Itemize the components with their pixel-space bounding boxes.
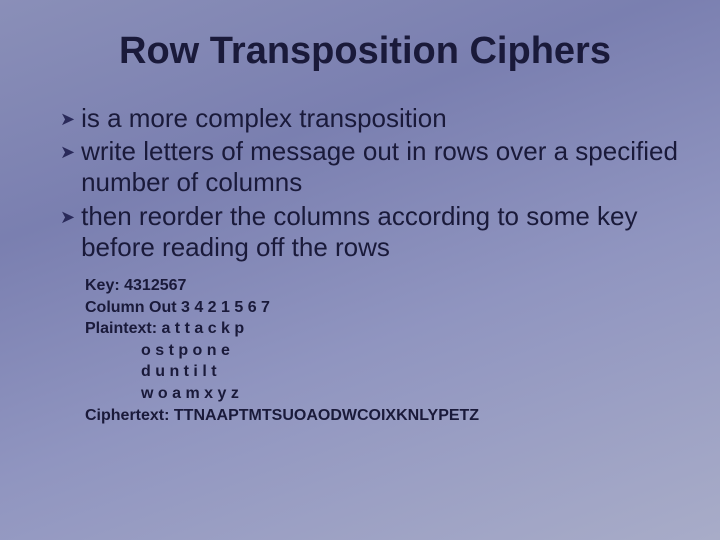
bullet-text: write letters of message out in rows ove… bbox=[81, 136, 680, 198]
slide-container: Row Transposition Ciphers ➤ is a more co… bbox=[0, 0, 720, 446]
bullet-item: ➤ is a more complex transposition bbox=[60, 103, 680, 134]
bullet-marker-icon: ➤ bbox=[60, 207, 75, 228]
cipher-example: Key: 4312567 Column Out 3 4 2 1 5 6 7 Pl… bbox=[85, 275, 680, 426]
bullet-marker-icon: ➤ bbox=[60, 142, 75, 163]
slide-title: Row Transposition Ciphers bbox=[50, 30, 680, 73]
example-key: Key: 4312567 bbox=[85, 275, 680, 297]
example-plaintext-row: w o a m x y z bbox=[85, 383, 680, 405]
bullet-text: then reorder the columns according to so… bbox=[81, 201, 680, 263]
bullet-list: ➤ is a more complex transposition ➤ writ… bbox=[60, 103, 680, 263]
bullet-marker-icon: ➤ bbox=[60, 109, 75, 130]
bullet-item: ➤ write letters of message out in rows o… bbox=[60, 136, 680, 198]
example-column-out: Column Out 3 4 2 1 5 6 7 bbox=[85, 297, 680, 319]
bullet-text: is a more complex transposition bbox=[81, 103, 447, 134]
example-plaintext-row: o s t p o n e bbox=[85, 340, 680, 362]
bullet-item: ➤ then reorder the columns according to … bbox=[60, 201, 680, 263]
example-ciphertext: Ciphertext: TTNAAPTMTSUOAODWCOIXKNLYPETZ bbox=[85, 405, 680, 427]
example-plaintext-row: d u n t i l t bbox=[85, 361, 680, 383]
example-plaintext-label: Plaintext: a t t a c k p bbox=[85, 318, 680, 340]
